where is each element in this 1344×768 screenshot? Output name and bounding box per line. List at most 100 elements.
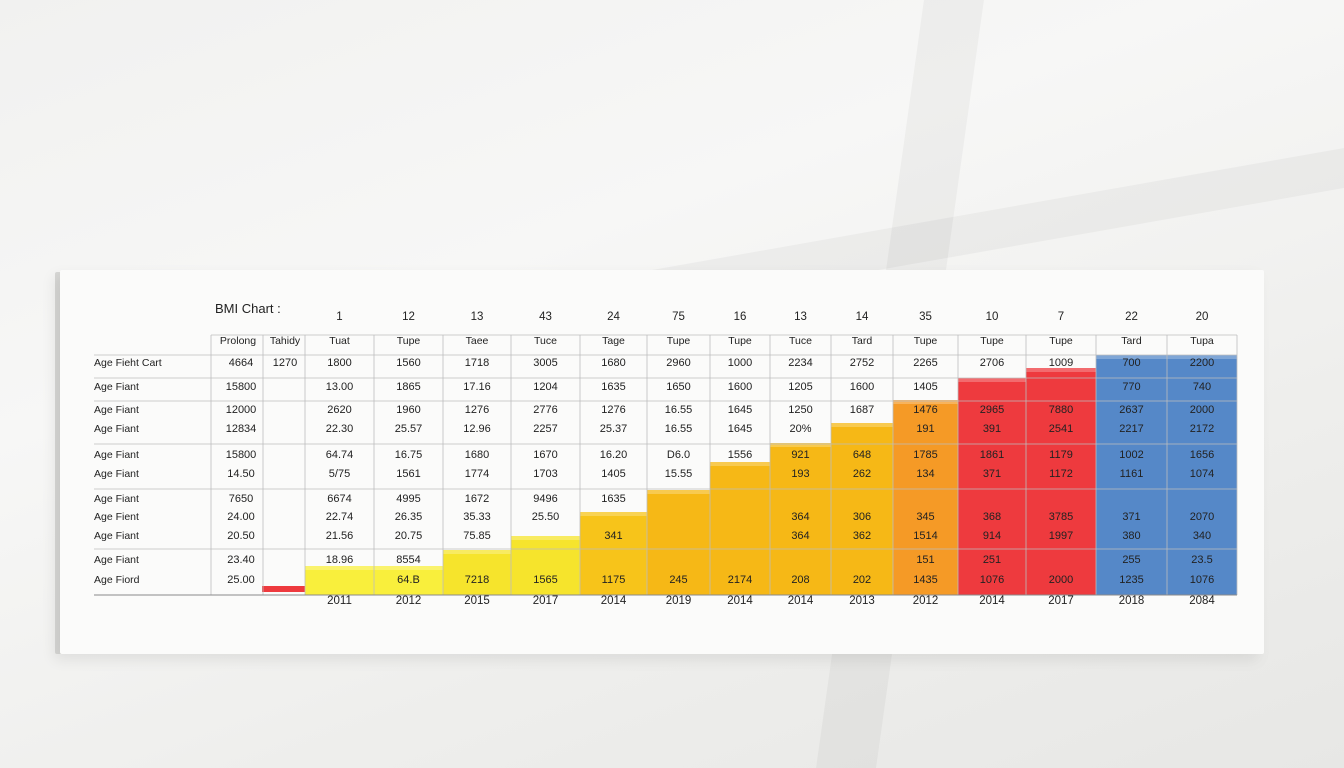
- column-number: 22: [1125, 311, 1138, 323]
- data-cell: 371: [1122, 511, 1140, 523]
- data-cell: 1172: [1049, 468, 1073, 480]
- data-cell: 25.57: [395, 423, 423, 435]
- x-tick-label: 2012: [913, 595, 939, 607]
- fill-highlight: [1096, 355, 1167, 359]
- data-cell: 64.74: [326, 449, 354, 461]
- data-cell: 1703: [533, 468, 557, 480]
- data-cell: 251: [983, 554, 1001, 566]
- data-cell: 306: [853, 511, 871, 523]
- column-number: 43: [539, 311, 552, 323]
- data-cell: 1687: [850, 404, 874, 416]
- data-cell: 202: [853, 574, 871, 586]
- fill-highlight: [1167, 355, 1237, 359]
- row-value: 15800: [226, 449, 257, 461]
- x-tick-label: 2018: [1119, 595, 1145, 607]
- data-cell: 2706: [980, 357, 1004, 369]
- data-cell: 151: [916, 554, 934, 566]
- data-cell: 340: [1193, 530, 1211, 542]
- color-fill: [580, 512, 647, 595]
- data-cell: 1002: [1119, 449, 1143, 461]
- data-cell: 16.55: [665, 404, 693, 416]
- data-cell: 1800: [327, 357, 351, 369]
- data-cell: 1600: [728, 381, 752, 393]
- color-fill: [374, 566, 443, 595]
- data-cell: 64.B: [397, 574, 420, 586]
- fill-highlight: [770, 443, 831, 447]
- data-cell: 2752: [850, 357, 874, 369]
- table-grid: [94, 334, 1238, 596]
- data-cell: 1865: [396, 381, 420, 393]
- data-cell: 1672: [465, 493, 489, 505]
- row-value: 14.50: [227, 468, 255, 480]
- x-tick-label: 2013: [849, 595, 875, 607]
- data-cell: 2172: [1190, 423, 1214, 435]
- row-value: 24.00: [227, 511, 255, 523]
- fill-highlight: [710, 462, 770, 466]
- data-cell: 1074: [1190, 468, 1214, 480]
- column-number: 16: [734, 311, 747, 323]
- data-cell: 23.5: [1191, 554, 1212, 566]
- chart-title: BMI Chart :: [215, 301, 281, 316]
- data-cell: 1560: [396, 357, 420, 369]
- fill-highlight: [305, 566, 374, 570]
- color-fill: [710, 462, 770, 595]
- header-cell: Tupa: [1190, 335, 1214, 347]
- row-label: Age Fiant: [94, 381, 139, 393]
- data-cell: 2965: [980, 404, 1004, 416]
- row-label: Age Fiord: [94, 574, 140, 586]
- data-cell: 2620: [327, 404, 351, 416]
- data-cell: D6.0: [667, 449, 690, 461]
- data-cell: 380: [1122, 530, 1140, 542]
- column-number: 35: [919, 311, 932, 323]
- data-cell: 245: [669, 574, 687, 586]
- color-fill: [958, 378, 1026, 595]
- header-cell: Tard: [1121, 335, 1142, 347]
- data-cell: 25.50: [532, 511, 560, 523]
- data-cell: 21.56: [326, 530, 354, 542]
- row-label: Age Fiant: [94, 404, 139, 416]
- header-cell: Tupe: [667, 335, 691, 347]
- data-cell: 1650: [666, 381, 690, 393]
- data-cell: 1476: [913, 404, 937, 416]
- data-cell: 35.33: [463, 511, 491, 523]
- header-cell: Tage: [602, 335, 625, 347]
- data-cell: 5/75: [329, 468, 350, 480]
- data-cell: 2174: [728, 574, 752, 586]
- data-cell: 362: [853, 530, 871, 542]
- data-cell: 345: [916, 511, 934, 523]
- data-cell: 2776: [533, 404, 557, 416]
- color-fill-start: [262, 586, 305, 592]
- color-fill: [511, 536, 580, 595]
- data-cell: 26.35: [395, 511, 423, 523]
- data-cell: 341: [604, 530, 622, 542]
- row-label: Age Fiant: [94, 493, 139, 505]
- row-value: 12834: [226, 423, 257, 435]
- data-cell: 1785: [913, 449, 937, 461]
- data-cell: 1175: [602, 574, 626, 586]
- x-tick-label: 2015: [464, 595, 490, 607]
- data-cell: 193: [791, 468, 809, 480]
- data-cell: 1680: [465, 449, 489, 461]
- data-cell: 364: [791, 530, 809, 542]
- fill-highlight: [831, 423, 893, 427]
- data-cell: 7880: [1049, 404, 1073, 416]
- data-cell: 2217: [1119, 423, 1143, 435]
- row-label: Age Fiant: [94, 423, 139, 435]
- data-cell: 7218: [465, 574, 489, 586]
- data-cell: 1179: [1049, 449, 1073, 461]
- column-number: 24: [607, 311, 620, 323]
- data-cell: 1656: [1190, 449, 1214, 461]
- header-cell: Tupe: [1049, 335, 1073, 347]
- x-tick-label: 2084: [1189, 595, 1215, 607]
- data-cell: 262: [853, 468, 871, 480]
- data-cell: 1235: [1119, 574, 1143, 586]
- fill-highlight: [1026, 368, 1096, 372]
- fill-highlight: [443, 550, 511, 554]
- x-tick-label: 2014: [727, 595, 753, 607]
- data-cell: 1000: [728, 357, 752, 369]
- color-fill: [1026, 368, 1096, 595]
- data-cell: 1670: [533, 449, 557, 461]
- data-cell: 371: [983, 468, 1001, 480]
- data-cell: 1680: [601, 357, 625, 369]
